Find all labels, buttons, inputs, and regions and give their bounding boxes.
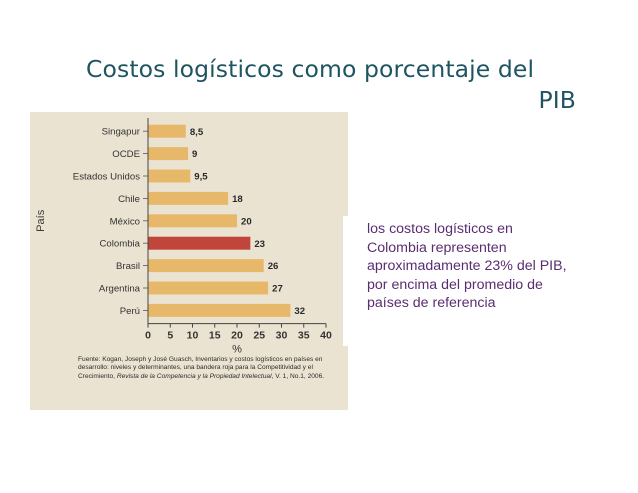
- category-label: OCDE: [112, 149, 140, 160]
- bar: [148, 214, 237, 228]
- category-label: México: [110, 216, 140, 227]
- x-tick-label: 40: [320, 330, 332, 342]
- x-tick-label: 0: [145, 330, 151, 342]
- bar: [148, 191, 229, 205]
- x-tick-label: 30: [276, 330, 288, 342]
- bar: [148, 281, 269, 295]
- category-label: Brasil: [116, 261, 140, 272]
- value-label: 23: [254, 239, 265, 250]
- slide-note: los costos logísticos en Colombia repres…: [367, 221, 567, 312]
- chart-source: Fuente: Kogan, Joseph y José Guasch, Inv…: [78, 356, 348, 381]
- value-label: 27: [272, 284, 283, 295]
- slide-title-line-2: PIB: [538, 86, 576, 114]
- source-suffix: , V. 1, No.1, 2006.: [271, 372, 325, 380]
- category-label: Chile: [118, 194, 140, 205]
- x-tick-label: 15: [209, 330, 221, 342]
- bar: [148, 124, 186, 138]
- category-label: Colombia: [99, 239, 140, 250]
- bar: [148, 259, 264, 273]
- x-axis-label: %: [232, 344, 242, 356]
- value-label: 9: [192, 149, 197, 160]
- note-box: [343, 216, 563, 346]
- bar-highlight: [148, 236, 251, 250]
- category-label: Singapur: [102, 127, 141, 138]
- value-label: 18: [232, 194, 243, 205]
- bar: [148, 303, 291, 317]
- x-tick-label: 20: [231, 330, 243, 342]
- value-label: 32: [294, 306, 305, 317]
- value-label: 9,5: [194, 172, 208, 183]
- value-label: 26: [268, 261, 279, 272]
- category-label: Estados Unidos: [73, 172, 140, 183]
- y-axis-label: País: [35, 209, 47, 232]
- bar: [148, 169, 191, 183]
- x-tick-label: 10: [187, 330, 199, 342]
- chart-figure: País Singapur 8,5 OCDE 9 Estados Unidos 9,5 Chi…: [30, 112, 348, 410]
- slide-title: Costos logísticos como porcentaje del PI…: [86, 54, 576, 116]
- source-journal: Revista de la Competencia y la Propiedad…: [116, 372, 272, 380]
- category-label: Perú: [120, 306, 140, 317]
- x-tick-label: 35: [298, 330, 310, 342]
- value-label: 8,5: [190, 127, 204, 138]
- source-prefix: Fuente: Kogan, Joseph y José Guasch, Inv…: [78, 356, 323, 380]
- x-tick-label: 25: [253, 330, 265, 342]
- x-tick-label: 5: [167, 330, 173, 342]
- category-label: Argentina: [99, 284, 141, 295]
- bar-chart: País Singapur 8,5 OCDE 9 Estados Unidos 9,5 Chi…: [35, 118, 332, 356]
- value-label: 20: [241, 216, 252, 227]
- bar: [148, 147, 189, 161]
- slide-title-line-1: Costos logísticos como porcentaje del: [86, 55, 535, 83]
